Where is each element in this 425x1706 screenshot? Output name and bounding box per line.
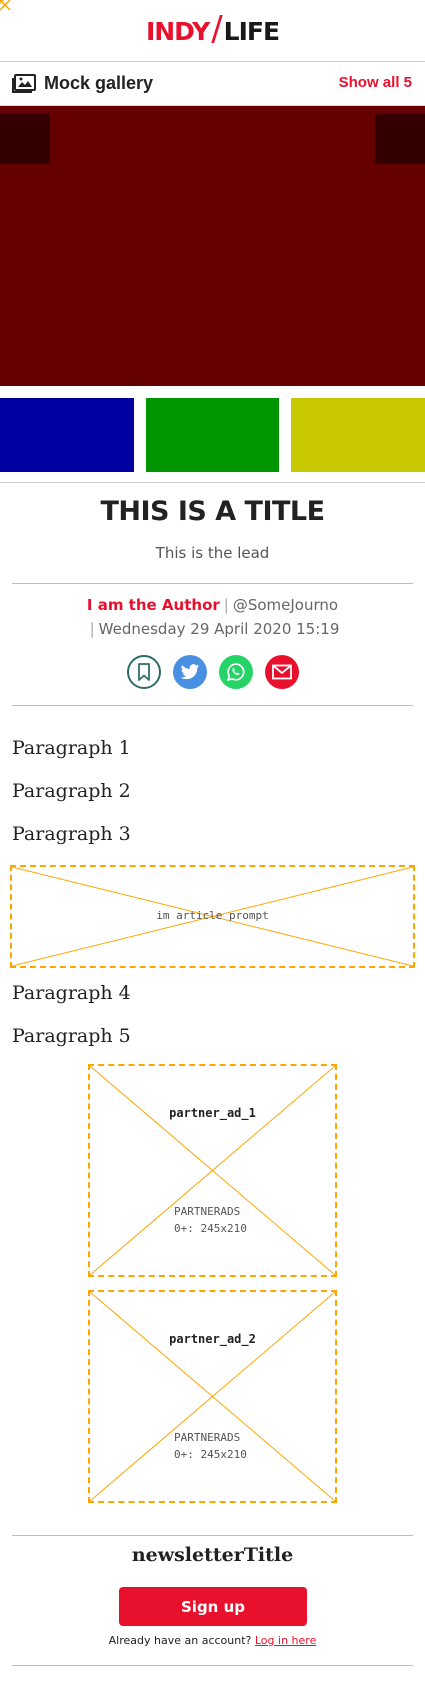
whatsapp-share-button[interactable] bbox=[219, 655, 253, 689]
divider bbox=[0, 482, 425, 483]
bookmark-button[interactable] bbox=[127, 655, 161, 689]
gallery-icon bbox=[12, 74, 36, 93]
partner-ad-placeholder: partner_ad_2 PARTNERADS 0+: 245x210 bbox=[88, 1290, 337, 1503]
login-link[interactable]: Log in here bbox=[254, 1634, 317, 1647]
ad-slot-size: 0+: 245x210 bbox=[174, 1448, 247, 1461]
broken-image-icon bbox=[0, 0, 11, 11]
publish-date: Wednesday 29 April 2020 15:19 bbox=[98, 620, 340, 638]
show-all-link[interactable]: Show all 5 bbox=[338, 74, 412, 91]
article-prompt-placeholder: im article prompt bbox=[10, 865, 415, 968]
ad-slot-type: PARTNERADS bbox=[174, 1205, 241, 1218]
placeholder-cross-icon bbox=[90, 1292, 335, 1501]
site-logo[interactable]: INDY / LIFE bbox=[0, 9, 425, 49]
ad-slot-name: partner_ad_2 bbox=[169, 1332, 256, 1346]
author-handle: @SomeJourno bbox=[232, 596, 339, 614]
paragraph: Paragraph 2 bbox=[12, 780, 131, 802]
gallery-thumbnail-1[interactable] bbox=[0, 398, 134, 472]
paragraph: Paragraph 1 bbox=[12, 737, 131, 759]
logo-part-indy: INDY bbox=[145, 16, 210, 46]
byline: I am the Author | @SomeJourno bbox=[0, 596, 425, 614]
logo-slash: / bbox=[211, 9, 223, 49]
gallery-thumbnail-2[interactable] bbox=[146, 398, 279, 472]
placeholder-label: im article prompt bbox=[156, 909, 269, 922]
gallery-next-button[interactable] bbox=[375, 114, 425, 164]
email-icon bbox=[272, 664, 292, 680]
divider bbox=[12, 1665, 413, 1666]
site-header: INDY / LIFE bbox=[0, 0, 425, 62]
sign-up-button[interactable]: Sign up bbox=[119, 1587, 307, 1626]
byline-separator: | bbox=[223, 596, 229, 614]
gallery-title: Mock gallery bbox=[44, 73, 154, 93]
date-separator: | bbox=[89, 620, 95, 638]
publish-date-line: | Wednesday 29 April 2020 15:19 bbox=[0, 620, 425, 638]
email-share-button[interactable] bbox=[265, 655, 299, 689]
divider bbox=[12, 705, 413, 706]
divider bbox=[12, 583, 413, 584]
article-title: THIS IS A TITLE bbox=[100, 496, 325, 527]
gallery-thumbnail-3[interactable] bbox=[291, 398, 425, 472]
placeholder-cross-icon bbox=[12, 867, 413, 966]
ad-slot-name: partner_ad_1 bbox=[169, 1106, 256, 1120]
gallery-header: Mock gallery Show all 5 bbox=[0, 62, 425, 106]
twitter-share-button[interactable] bbox=[173, 655, 207, 689]
divider bbox=[12, 1535, 413, 1536]
article-lead: This is the lead bbox=[155, 544, 270, 562]
ad-slot-size: 0+: 245x210 bbox=[174, 1222, 247, 1235]
placeholder-cross-icon bbox=[90, 1066, 335, 1275]
author-link[interactable]: I am the Author bbox=[86, 596, 220, 614]
bookmark-icon bbox=[138, 663, 150, 681]
partner-ad-placeholder: partner_ad_1 PARTNERADS 0+: 245x210 bbox=[88, 1064, 337, 1277]
paragraph: Paragraph 4 bbox=[12, 982, 131, 1004]
login-prompt-text: Already have an account? bbox=[108, 1634, 252, 1647]
login-prompt: Already have an account? Log in here bbox=[0, 1634, 425, 1647]
newsletter-title: newsletterTitle bbox=[131, 1544, 294, 1566]
gallery-prev-button[interactable] bbox=[0, 114, 50, 164]
ad-slot-type: PARTNERADS bbox=[174, 1431, 241, 1444]
gallery-main-image[interactable] bbox=[0, 106, 425, 386]
paragraph: Paragraph 5 bbox=[12, 1025, 131, 1047]
whatsapp-icon bbox=[226, 663, 245, 682]
paragraph: Paragraph 3 bbox=[12, 823, 131, 845]
logo-part-life: LIFE bbox=[223, 16, 280, 46]
twitter-icon bbox=[180, 663, 200, 679]
